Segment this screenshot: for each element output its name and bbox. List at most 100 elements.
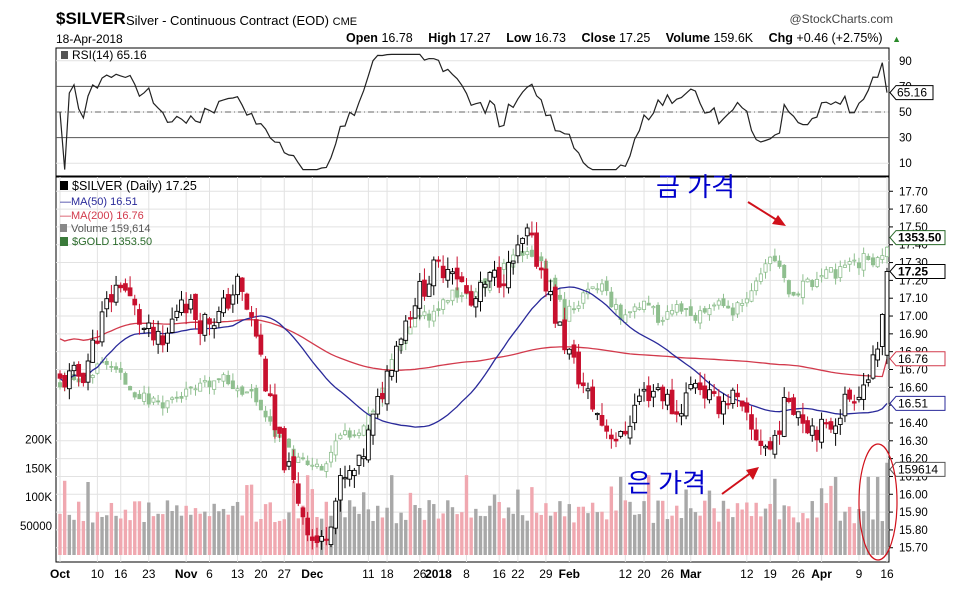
volume-bar [614,510,618,555]
gold-candle [693,314,698,321]
silver-candle [847,389,852,400]
silver-candle [221,297,226,314]
volume-bar [474,508,478,555]
gold-candle [230,380,235,390]
gold-candle [599,283,604,292]
silver-candle [398,338,404,345]
volume-bar [796,522,800,555]
gold-candle [782,264,787,279]
silver-candle [459,276,465,283]
volume-bar [838,520,842,555]
gold-candle [202,380,207,383]
silver-candle [833,425,838,434]
volume-bar [665,519,670,555]
volume-bar [805,518,810,555]
silver-candle [767,441,773,450]
gold-candle [58,382,63,388]
close-stat: Close 17.25 [581,31,656,45]
volume-bar [506,507,511,555]
volume-bar [675,505,679,555]
silver-candle [791,397,796,415]
date-tick-label: 2018 [425,567,452,581]
silver-candle [76,363,82,377]
silver-candle [576,351,581,385]
silver-candle [188,299,194,310]
ohlc-summary: Open 16.78 High 17.27 Low 16.73 Close 17… [346,31,913,45]
volume-bar [301,505,305,555]
silver-candle [361,456,367,460]
low-label: Low [506,31,532,45]
gold-candle [529,249,534,257]
volume-highlight-ellipse [858,443,898,561]
silver-candle [566,348,572,355]
silver-candle [735,392,740,398]
silver-candle [225,294,231,309]
rsi-panel: 9070503010 RSI(14) 65.16 65.16 [55,47,934,177]
legend-gold-swatch [60,237,68,246]
volume-bar [647,475,651,555]
silver-candle [562,319,567,351]
volume-bar [829,485,833,555]
silver-candle [384,370,390,405]
volume-bar [287,512,291,555]
silver-candle [95,340,100,344]
silver-candle [721,400,726,415]
silver-candle [202,313,208,336]
silver-candle [763,445,768,449]
volume-bar [268,502,272,555]
gold-candle [814,278,819,287]
silver-candle [183,303,189,314]
date-tick-label: 8 [463,567,470,581]
gold-candle [660,319,665,322]
gold-candle [174,396,179,399]
volume-bar [810,501,814,555]
silver-candle [118,284,124,289]
volume-bar [347,500,352,555]
gold-candle [184,388,189,397]
silver-candle [884,271,890,356]
silver-candle [777,430,782,435]
volume-bar [488,505,492,555]
gold-candle [777,260,782,267]
volume-bar [352,506,357,555]
price-tick-label: 16.60 [899,382,928,394]
gold-candle [501,262,506,270]
silver-candle [679,413,684,417]
open-value: 16.78 [381,31,413,45]
volume-bar [553,511,557,555]
date-tick-label: 23 [142,567,156,581]
date-tick-label: 16 [493,567,507,581]
last-tag-shape [889,395,946,411]
silver-candle [151,326,156,341]
legend-price-swatch [60,181,68,190]
volume-bar [67,514,72,555]
volume-bar [277,520,282,555]
gold-candle [156,400,161,403]
gold-candle [800,280,805,298]
date-tick-label: Dec [301,567,323,581]
silver-candle [557,321,563,326]
silver-candle [81,372,86,384]
gold-candle [319,465,324,471]
gold-candle [665,311,670,320]
silver-candle [529,232,535,236]
legend-ma200-text: MA(200) 16.76 [71,210,144,222]
volume-bar [184,505,188,555]
gold-candle [170,397,175,400]
volume-bar [707,490,712,555]
silver-candle [627,425,633,439]
low-value: 16.73 [534,31,566,45]
silver-candle [328,526,334,546]
silver-candle [538,267,544,271]
gold-candle [114,366,119,370]
silver-arrow [721,471,753,495]
silver-candle [594,412,600,416]
gold-candle [240,386,245,395]
volume-bar [740,509,744,555]
silver-candle [711,391,717,394]
volume-bar [698,515,702,555]
gold-candle [254,387,259,403]
gold-candle [623,314,628,323]
gold-candle [427,313,432,321]
silver-candle [468,291,474,306]
